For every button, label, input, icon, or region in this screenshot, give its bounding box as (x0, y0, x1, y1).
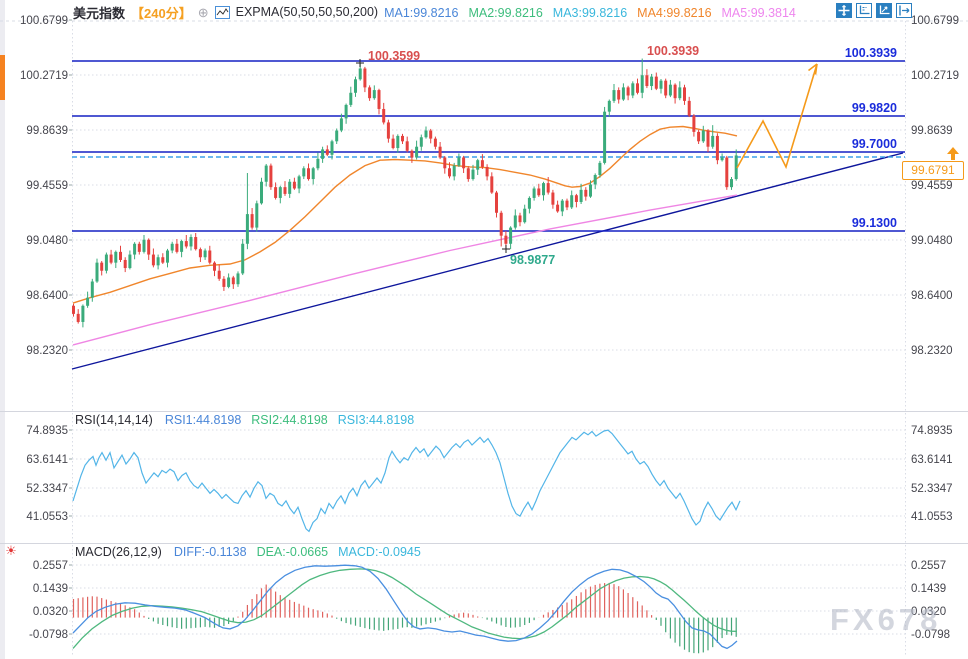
ma-value: MA2:99.8216 (468, 5, 543, 20)
axis-scale-icon[interactable] (856, 3, 872, 18)
svg-text:100.6799: 100.6799 (911, 15, 959, 27)
macd-title: MACD(26,12,9) (75, 545, 162, 559)
export-icon[interactable] (896, 3, 912, 18)
ema50-line (72, 125, 738, 304)
ma-value: MA5:99.3814 (721, 5, 796, 20)
move-icon[interactable] (836, 3, 852, 18)
svg-text:98.2320: 98.2320 (911, 345, 953, 357)
symbol-title: 美元指数 (73, 5, 126, 21)
chart-toolbar (836, 3, 912, 18)
macd-value: DEA:-0.0665 (256, 545, 329, 559)
svg-text:100.2719: 100.2719 (20, 70, 68, 82)
svg-text:41.0553: 41.0553 (911, 511, 953, 523)
panel-dividers (0, 411, 968, 544)
last-price-badge: 99.6791 (902, 161, 964, 180)
ma-value: MA3:99.8216 (552, 5, 628, 20)
watermark: FX678 (830, 602, 942, 637)
svg-text:0.0320: 0.0320 (33, 606, 68, 618)
svg-text:0.2557: 0.2557 (33, 560, 68, 572)
circle-plus-icon[interactable]: ⊕ (197, 4, 209, 20)
svg-text:99.8639: 99.8639 (26, 125, 68, 137)
ma-value: MA4:99.8216 (637, 5, 712, 20)
indicator-label: EXPMA(50,50,50,50,200) (235, 5, 379, 19)
svg-text:100.6799: 100.6799 (20, 15, 68, 27)
rsi-header: RSI(14,14,14) RSI1:44.8198 RSI2:44.8198 RS… (75, 413, 424, 427)
svg-text:99.9820: 99.9820 (852, 101, 897, 115)
price-arrow-marker (947, 147, 959, 160)
macd-values: DIFF:-0.1138 DEA:-0.0665 MACD:-0.0945 (174, 545, 431, 559)
rsi-line (72, 429, 741, 533)
macd-value: MACD:-0.0945 (338, 545, 421, 559)
svg-text:63.6141: 63.6141 (911, 454, 953, 466)
dea-line (72, 568, 738, 649)
ema200-line (72, 194, 738, 346)
axis-pointer-icon[interactable] (876, 3, 892, 18)
svg-text:98.2320: 98.2320 (26, 345, 68, 357)
left-scrollbar[interactable] (0, 0, 5, 659)
svg-text:99.0480: 99.0480 (26, 235, 68, 247)
svg-text:52.3347: 52.3347 (911, 483, 953, 495)
price-levels: 100.3939 99.9820 99.7000 99.1300 (72, 46, 905, 232)
svg-text:99.0480: 99.0480 (911, 235, 953, 247)
svg-text:63.6141: 63.6141 (26, 454, 68, 466)
rsi-value: RSI3:44.8198 (337, 413, 415, 427)
annotations: 100.3599 100.3939 98.9877 (356, 44, 699, 267)
rsi-values: RSI1:44.8198 RSI2:44.8198 RSI3:44.8198 (165, 413, 424, 427)
gridlines (0, 20, 968, 657)
ma-values: MA1:99.8216 MA2:99.8216 MA3:99.8216 MA4:99.… (384, 5, 806, 20)
projection-arrow (736, 63, 818, 170)
scrollbar-thumb[interactable] (0, 55, 5, 100)
svg-text:52.3347: 52.3347 (26, 483, 68, 495)
svg-text:-0.0798: -0.0798 (911, 629, 950, 641)
timeframe-label[interactable]: 【240分】 (131, 5, 192, 21)
macd-histogram (72, 582, 737, 654)
chart-header: 美元指数 【240分】 ⊕ EXPMA(50,50,50,50,200) MA1… (73, 3, 806, 21)
svg-text:99.1300: 99.1300 (852, 216, 897, 230)
svg-text:100.3939: 100.3939 (647, 44, 699, 58)
svg-text:0.1439: 0.1439 (33, 583, 68, 595)
trendline (71, 152, 904, 370)
svg-text:99.7000: 99.7000 (852, 137, 897, 151)
svg-text:98.9877: 98.9877 (510, 253, 555, 267)
svg-text:-0.0798: -0.0798 (29, 629, 68, 641)
svg-text:100.2719: 100.2719 (911, 70, 959, 82)
ma-value: MA1:99.8216 (384, 5, 459, 20)
svg-text:100.3939: 100.3939 (845, 46, 897, 60)
rsi-value: RSI2:44.8198 (251, 413, 328, 427)
svg-text:98.6400: 98.6400 (911, 290, 953, 302)
rsi-value: RSI1:44.8198 (164, 413, 242, 427)
macd-header: MACD(26,12,9) DIFF:-0.1138 DEA:-0.0665 MAC… (75, 545, 431, 559)
svg-text:99.4559: 99.4559 (26, 180, 68, 192)
svg-text:0.1439: 0.1439 (911, 583, 946, 595)
macd-value: DIFF:-0.1138 (173, 545, 247, 559)
svg-text:100.3599: 100.3599 (368, 49, 420, 63)
svg-text:41.0553: 41.0553 (26, 511, 68, 523)
svg-text:74.8935: 74.8935 (911, 425, 953, 437)
diff-line (72, 564, 738, 650)
indicator-alarm-icon[interactable]: ☀ (5, 543, 17, 558)
svg-text:98.6400: 98.6400 (26, 290, 68, 302)
svg-text:0.2557: 0.2557 (911, 560, 946, 572)
line-chart-icon[interactable] (214, 5, 230, 19)
svg-text:74.8935: 74.8935 (26, 425, 68, 437)
svg-text:0.0320: 0.0320 (911, 606, 946, 618)
rsi-title: RSI(14,14,14) (75, 413, 153, 427)
axis-labels: 100.6799 100.6799 100.2719 100.2719 99.8639 9… (20, 15, 959, 641)
candles (72, 58, 738, 328)
svg-text:99.4559: 99.4559 (911, 180, 953, 192)
svg-text:99.8639: 99.8639 (911, 125, 953, 137)
